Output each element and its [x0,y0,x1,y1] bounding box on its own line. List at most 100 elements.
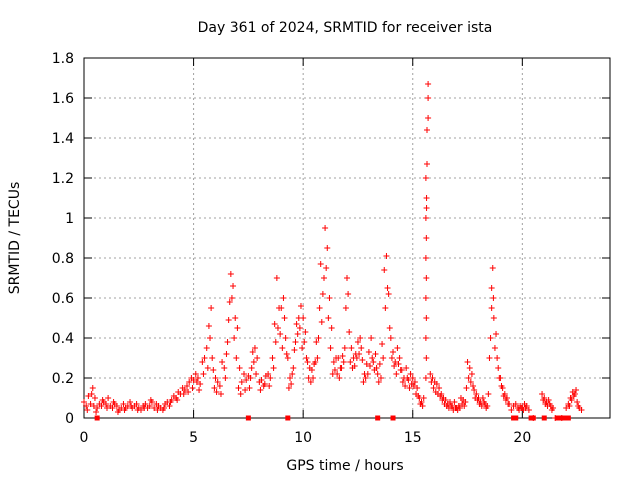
data-point [291,347,298,353]
grid-lines [84,58,610,418]
zero-data-point [513,415,519,421]
data-point [397,367,404,373]
data-point [385,291,392,297]
zero-data-point [94,415,100,421]
data-point [486,355,493,361]
data-point [141,405,148,411]
data-point [289,371,296,377]
data-point [104,405,111,411]
data-point [200,371,207,377]
data-point [114,409,121,415]
data-point [278,305,285,311]
data-point [299,345,306,351]
data-point [285,385,292,391]
data-point [174,397,181,403]
data-point [377,375,384,381]
data-point [415,393,422,399]
data-point [425,95,432,101]
data-point [307,379,314,385]
data-point [380,355,387,361]
data-point [410,383,417,389]
data-point [322,225,329,231]
data-point [110,399,117,405]
data-point [370,359,377,365]
data-point [127,399,134,405]
plot-frame [83,57,611,419]
data-point [192,371,199,377]
data-point [81,399,87,405]
data-point [342,305,349,311]
data-point [167,399,174,405]
data-point [190,377,197,383]
data-point [474,397,481,403]
x-tick-label: 15 [404,430,422,446]
data-point [574,399,581,405]
data-point [166,403,173,409]
data-point [387,335,394,341]
x-axis-label: GPS time / hours [286,458,403,474]
data-point [335,355,342,361]
data-point [105,395,112,401]
data-point [94,405,101,411]
data-point [248,365,255,371]
data-point [211,385,218,391]
data-point [373,365,380,371]
data-point [325,315,332,321]
data-point [407,371,414,377]
data-point [319,291,326,297]
data-point [266,383,273,389]
data-point [134,407,141,413]
data-point [265,371,272,377]
data-point [488,285,495,291]
data-point [423,315,430,321]
data-point [467,379,474,385]
data-point [500,393,507,399]
data-point [379,341,386,347]
data-point [277,331,284,337]
data-point [128,403,135,409]
data-point [357,335,364,341]
data-point [290,365,297,371]
data-point [548,407,555,413]
data-point [422,375,429,381]
data-point [568,397,575,403]
data-point [374,371,381,377]
data-point [217,391,224,397]
data-point [570,393,577,399]
data-point [212,375,219,381]
data-point [234,325,241,331]
data-point [364,371,371,377]
data-point [420,395,427,401]
data-point [304,359,311,365]
data-point [422,255,429,261]
data-point [236,365,243,371]
data-point [381,267,388,273]
data-point [358,345,365,351]
data-point [196,387,203,393]
zero-data-point [375,415,381,421]
data-point [422,175,429,181]
data-point [227,271,234,277]
y-tick-label: 0.2 [52,371,74,387]
data-point [254,355,261,361]
data-point [344,275,350,281]
data-point [437,393,444,399]
data-point [209,355,216,361]
data-point [327,345,334,351]
data-point [293,321,300,327]
data-point [494,355,501,361]
zero-data-point [285,415,291,421]
data-point [221,365,228,371]
data-point [283,351,290,357]
data-point [351,363,358,369]
data-point [395,361,402,367]
data-point [345,291,352,297]
data-point [423,275,430,281]
data-point [313,339,320,345]
data-point [199,359,206,365]
zero-data-point [390,415,396,421]
data-point [210,367,217,373]
data-point [226,299,233,305]
data-point [272,339,279,345]
data-point [214,379,221,385]
